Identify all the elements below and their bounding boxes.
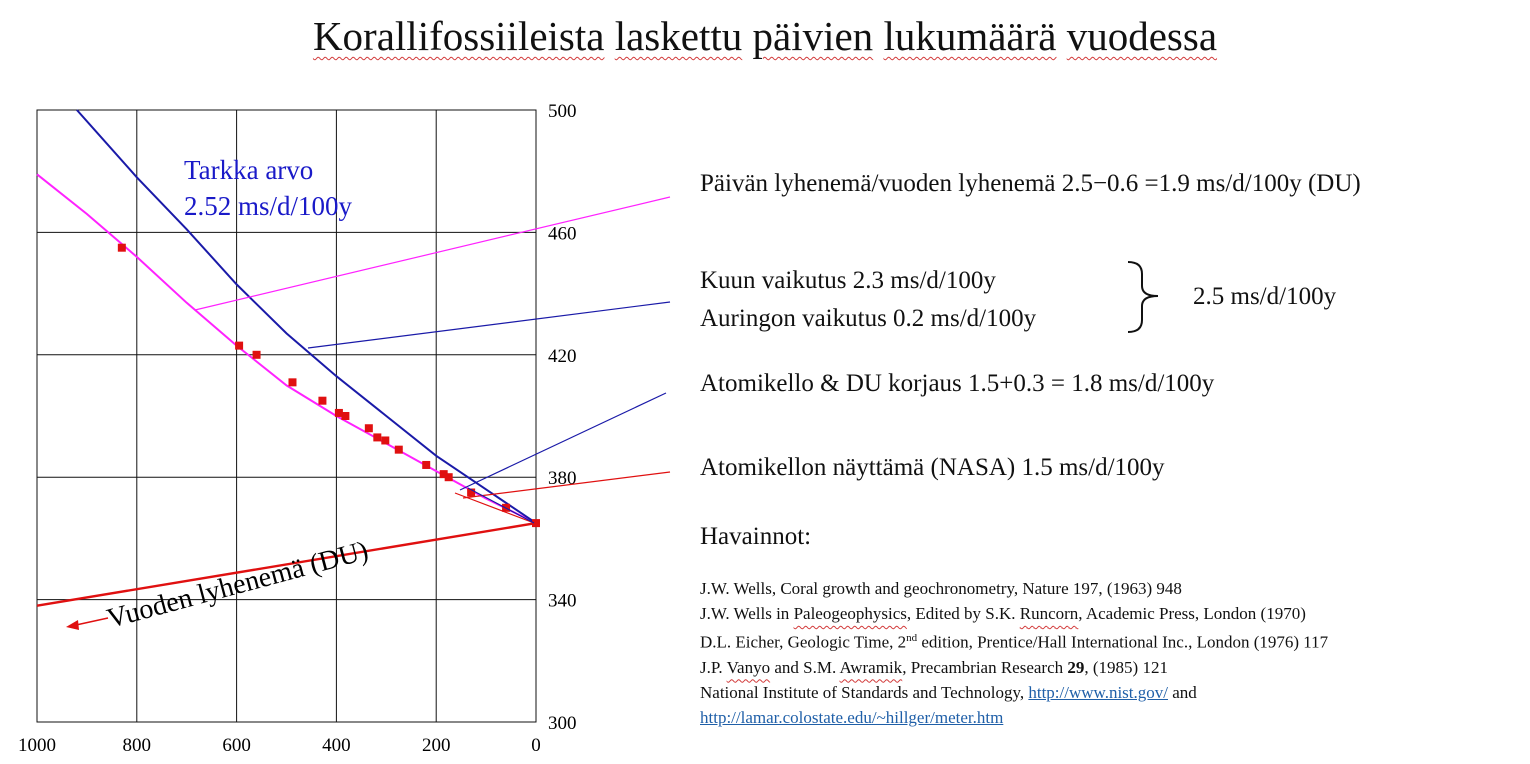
moon-effect-label: Kuun vaikutus 2.3 ms/d/100y [700,267,996,294]
x-tick-label: 800 [123,735,152,756]
day-shortening-leader [194,196,671,311]
data-point [341,412,350,420]
y-tick-label: 460 [548,223,577,244]
data-point [252,350,261,359]
colostate-link[interactable]: http://lamar.colostate.edu/~hillger/mete… [700,707,1004,727]
observations-heading: Havainnot: [700,523,812,550]
data-point [467,488,476,497]
day-shortening-label: Päivän lyhenemä/vuoden lyhenemä 2.5−0.6 … [700,170,1361,197]
x-tick-label: 600 [222,735,251,756]
reference-item: National Institute of Standards and Tech… [700,682,1197,702]
reference-item: http://lamar.colostate.edu/~hillger/mete… [700,705,1328,730]
x-tick-label: 1000 [18,735,56,756]
exact-value-number: 2.52 ms/d/100y [184,191,353,221]
atomic-clock-du-label: Atomikello & DU korjaus 1.5+0.3 = 1.8 ms… [700,370,1215,397]
title-word: päivien [752,13,874,59]
data-point [444,473,453,482]
sun-effect-label: Auringon vaikutus 0.2 ms/d/100y [700,305,1037,332]
nasa-short-line [454,492,535,524]
exact-value-annotation: Tarkka arvo 2.52 ms/d/100y [184,152,352,224]
nist-link[interactable]: http://www.nist.gov/ [1028,682,1168,702]
title-word: vuodessa [1066,13,1218,59]
reference-item: J.P. Vanyo and S.M. Awramik, Precambrian… [700,657,1168,677]
reference-item: J.W. Wells in Paleogeophysics, Edited by… [700,604,1306,623]
data-point [117,243,126,252]
arrow-head-icon [66,620,79,630]
blue-exact-curve [76,109,537,524]
title-word: Korallifossiileista [312,13,605,59]
data-point [532,519,540,528]
y-tick-label: 420 [548,346,577,367]
data-point [334,408,343,417]
reference-item: J.W. Wells, Coral growth and geochronome… [700,579,1182,598]
magenta-fit-curve [36,173,537,524]
data-point [422,460,431,469]
data-point [373,433,382,442]
atomic-clock-du-leader [459,392,667,491]
data-point [364,424,373,433]
total-effect-label: 2.5 ms/d/100y [1193,283,1337,310]
y-tick-label: 340 [548,591,577,612]
nasa-leader [462,471,671,499]
x-tick-label: 0 [531,735,541,756]
y-tick-label: 380 [548,468,577,489]
moon-sun-leader [307,301,671,349]
title-word: lukumäärä [883,13,1057,59]
x-tick-label: 200 [422,735,451,756]
arrow-line [75,617,109,626]
data-point [381,436,390,445]
references-list: J.W. Wells, Coral growth and geochronome… [700,576,1328,730]
data-point [439,470,448,479]
year-shortening-label: Vuoden lyhenemä (DU) [104,535,372,635]
y-tick-label: 300 [548,713,577,734]
data-point [235,341,244,350]
nasa-label: Atomikellon näyttämä (NASA) 1.5 ms/d/100… [700,454,1165,481]
brace-icon [1127,261,1159,333]
title-word: laskettu [614,13,743,59]
data-point [394,445,403,454]
data-point [288,378,297,387]
exact-value-label: Tarkka arvo [184,155,314,185]
x-tick-label: 400 [322,735,351,756]
reference-item: D.L. Eicher, Geologic Time, 2nd edition,… [700,632,1329,652]
red-year-shortening-line [36,521,537,607]
atomic-short-line [467,487,535,524]
data-point [318,396,327,405]
page-title: Korallifossiileista laskettu päivien luk… [0,12,1530,60]
y-tick-label: 500 [548,101,577,122]
